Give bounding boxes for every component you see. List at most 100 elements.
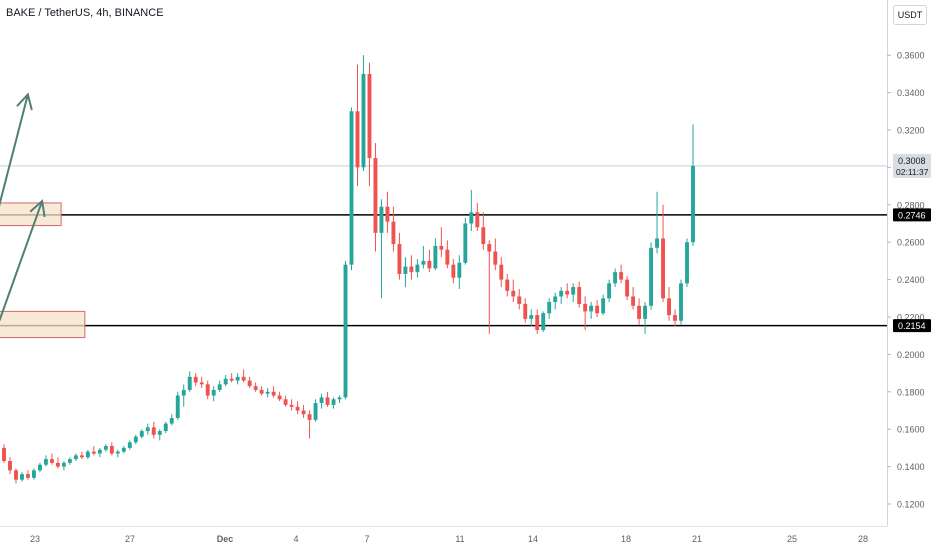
candle-body: [295, 406, 300, 411]
price-label-bg: [893, 208, 931, 222]
candle-body: [271, 391, 276, 396]
price-label-bg: [893, 153, 931, 178]
time-tick-label: 11: [455, 534, 464, 544]
candle-body: [559, 290, 564, 297]
candle-body: [337, 397, 342, 400]
currency-button[interactable]: USDT: [893, 5, 927, 25]
symbol-title: BAKE / TetherUS, 4h, BINANCE: [6, 7, 164, 19]
candle-body: [187, 376, 192, 390]
candle-body: [151, 427, 156, 435]
price-label-text: 0.3008: [898, 156, 926, 166]
candle-body: [403, 266, 408, 274]
candle-body: [157, 431, 162, 435]
time-tick-label: 18: [621, 534, 631, 544]
time-tick-label: 14: [528, 534, 538, 544]
zone-rect: [0, 202, 62, 227]
candle-body: [301, 410, 306, 415]
candle-body: [331, 399, 336, 405]
candle-body: [109, 446, 114, 454]
candle-body: [361, 73, 366, 168]
candle-body: [38, 464, 42, 471]
price-countdown-text: 02:11:37: [896, 167, 929, 177]
candle-body: [14, 470, 18, 480]
candle-body: [691, 165, 695, 243]
candle-body: [49, 459, 54, 463]
candle-body: [493, 251, 498, 265]
candle-body: [475, 212, 480, 228]
candle-body: [253, 386, 258, 390]
candle-body: [553, 296, 558, 303]
candle-body: [661, 238, 665, 299]
price-tick-label: 0.1800: [897, 387, 925, 397]
time-tick-label: Dec: [217, 534, 234, 544]
candle-body: [67, 459, 72, 463]
candle-body: [85, 451, 90, 458]
candle-body: [673, 315, 677, 321]
candle-body: [679, 283, 683, 321]
candle-body: [163, 423, 168, 432]
candle-body: [577, 287, 582, 304]
candle-body: [103, 446, 108, 450]
candle-body: [355, 111, 360, 168]
time-axis[interactable]: 23 27 Dec 4 7 11 14 18 21 25 28: [0, 526, 887, 545]
time-tick-label: 23: [30, 534, 40, 544]
price-axis-bg: [887, 0, 932, 526]
candle-body: [409, 266, 414, 273]
candle-body: [193, 376, 198, 383]
candle-body: [211, 389, 216, 396]
candle-body: [433, 245, 438, 269]
candle-body: [535, 315, 540, 331]
candle-body: [385, 206, 390, 222]
price-tick-label: 0.3400: [897, 88, 925, 98]
projection-arrows: [0, 92, 46, 322]
candle-body: [97, 449, 102, 454]
candle-body: [667, 298, 671, 316]
zone-rect: [0, 310, 86, 339]
candle-body: [463, 223, 468, 263]
candle-body: [589, 305, 594, 312]
candle-body: [367, 73, 372, 159]
candle-body: [325, 397, 330, 405]
price-tick-label: 0.2600: [897, 238, 925, 248]
candle-body: [649, 247, 654, 306]
horizontal-levels: [0, 165, 887, 327]
candle-body: [565, 290, 570, 295]
candle-body: [511, 290, 516, 297]
time-tick-label: 27: [125, 534, 135, 544]
candle-body: [607, 283, 612, 299]
arrow-head: [29, 199, 46, 218]
candle-body: [415, 264, 420, 273]
price-tick-label: 0.1600: [897, 425, 925, 435]
candle-body: [457, 262, 462, 278]
candle-body: [619, 272, 624, 280]
candle-body: [139, 431, 144, 437]
candle-body: [127, 442, 132, 448]
candle-body: [547, 302, 552, 314]
candle-body: [181, 389, 186, 396]
candle-body: [283, 399, 288, 405]
candle-body: [313, 403, 318, 420]
candle-body: [169, 417, 174, 424]
candle-body: [523, 303, 528, 319]
candle-body: [259, 389, 264, 394]
candle-body: [26, 474, 30, 478]
candle-body: [685, 242, 689, 284]
support-resistance-zones: [0, 202, 86, 339]
candle-body: [529, 315, 534, 319]
arrow-shaft: [0, 200, 44, 322]
candle-body: [571, 287, 576, 295]
price-tick-label: 0.1200: [897, 500, 925, 510]
candles: [2, 55, 695, 484]
candle-body: [79, 455, 84, 458]
price-axis[interactable]: 0.1200 0.1400 0.1600 0.1800 0.2000 0.2200 0.24…: [887, 0, 932, 526]
candle-body: [115, 451, 120, 454]
candle-body: [637, 305, 642, 319]
arrow-head: [16, 92, 33, 111]
candle-body: [469, 212, 474, 224]
candle-body: [235, 376, 240, 381]
candle-body: [601, 298, 606, 314]
time-tick-label: 4: [293, 534, 298, 544]
candle-body: [541, 313, 546, 331]
candle-body: [397, 244, 402, 274]
